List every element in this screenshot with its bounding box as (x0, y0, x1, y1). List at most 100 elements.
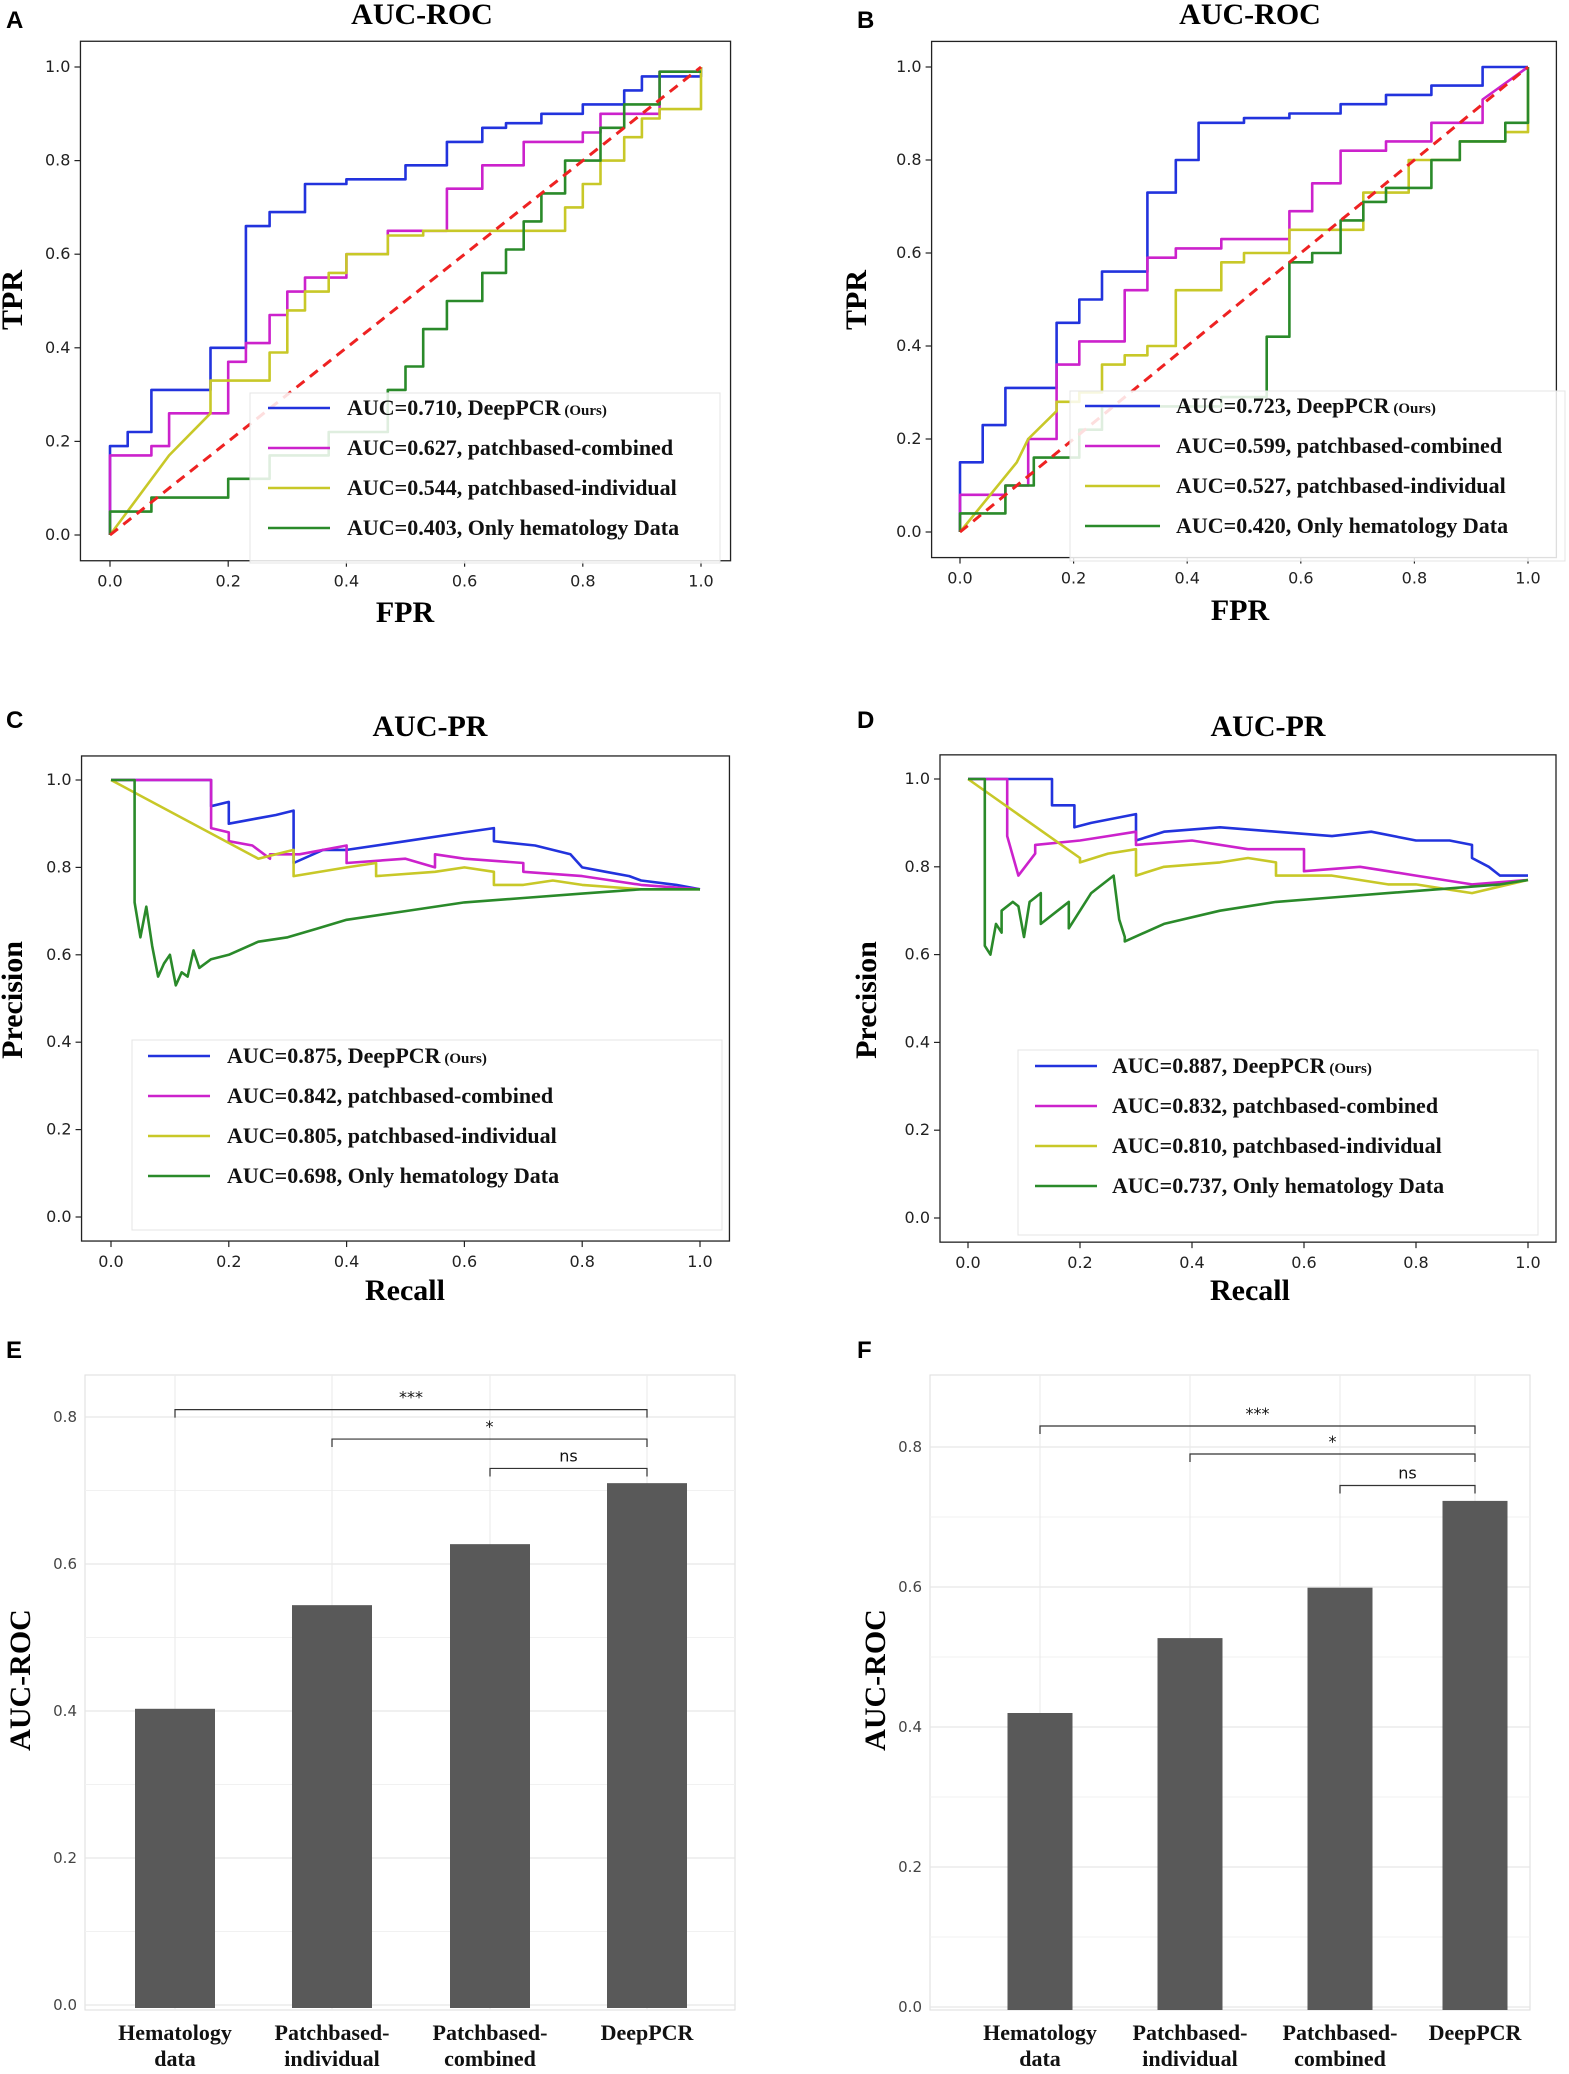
series-line-0 (968, 777, 1528, 877)
chance-diagonal-line (109, 65, 702, 537)
category-label: Patchbased- (1283, 2020, 1398, 2045)
y-tick-label: 0.4 (896, 336, 921, 355)
legend-entry: AUC=0.832, patchbased-combined (1112, 1093, 1438, 1118)
significance-bracket (174, 1409, 648, 1418)
legend-entry: AUC=0.599, patchbased-combined (1176, 433, 1502, 458)
chart-title: AUC-PR (373, 710, 488, 743)
category-label: DeepPCR (601, 2020, 695, 2045)
legend-suffix: (Ours) (441, 1051, 487, 1067)
series-line-0 (111, 778, 701, 891)
x-tick-label: 0.6 (1288, 569, 1313, 588)
significance-bracket (1339, 1484, 1476, 1494)
plot-frame (80, 755, 731, 1242)
y-tick-label: 0.6 (45, 244, 70, 263)
legend-box (1069, 390, 1566, 562)
legend: AUC=0.723, DeepPCR (Ours)AUC=0.599, patc… (1069, 390, 1566, 562)
x-tick-label: 0.2 (216, 1252, 241, 1271)
legend-entry: AUC=0.737, Only hematology Data (1112, 1173, 1444, 1198)
x-tick-label: 0.8 (570, 572, 595, 591)
legend-box (131, 1039, 723, 1231)
x-tick-label: 0.8 (1403, 1253, 1428, 1272)
category-label: Patchbased- (1133, 2020, 1248, 2045)
x-tick-label: 0.0 (97, 572, 122, 591)
y-tick-label: 0.8 (53, 1408, 77, 1426)
category-label: DeepPCR (1429, 2020, 1523, 2045)
series-line-0 (958, 65, 1528, 532)
category-label: individual (1142, 2046, 1237, 2071)
legend-suffix: (Ours) (1326, 1061, 1372, 1077)
legend-entry: AUC=0.842, patchbased-combined (227, 1083, 553, 1108)
x-tick-label: 0.2 (1067, 1253, 1092, 1272)
plot-frame (939, 754, 1557, 1243)
series-line-3 (968, 777, 1529, 956)
panel-b: B AUC-ROC 0.0 0.2 0.4 0.6 0.8 1.0 0.0 0.2 0.4 0.6 0.… (840, 0, 1566, 627)
panel-letter: F (857, 1337, 872, 1364)
bar (292, 1605, 372, 2008)
x-tick-label: 0.4 (1179, 1253, 1204, 1272)
x-axis-label: FPR (1211, 594, 1270, 627)
y-axis-label: TPR (840, 270, 873, 330)
series-line-1 (111, 778, 701, 891)
x-tick-label: 0.0 (955, 1253, 980, 1272)
x-tick-label: 0.4 (1174, 569, 1199, 588)
y-tick-label: 0.8 (45, 151, 70, 170)
x-tick-label: 0.8 (1402, 569, 1427, 588)
series-line-1 (108, 70, 701, 535)
y-tick-label: 0.4 (905, 1032, 930, 1051)
x-tick-label: 1.0 (1515, 1253, 1540, 1272)
x-tick-label: 0.4 (334, 572, 359, 591)
y-tick-label: 0.8 (896, 150, 921, 169)
y-tick-label: 0.4 (898, 1718, 922, 1736)
category-label: combined (1294, 2046, 1386, 2071)
x-axis-label: Recall (1210, 1274, 1290, 1307)
panel-letter: E (6, 1337, 22, 1364)
y-tick-label: 0.2 (898, 1858, 922, 1876)
legend-entry: AUC=0.805, patchbased-individual (227, 1123, 557, 1148)
x-tick-label: 1.0 (1515, 569, 1540, 588)
x-tick-label: 0.4 (334, 1252, 359, 1271)
significance-label: ns (559, 1446, 577, 1465)
y-tick-label: 0.2 (46, 1120, 71, 1139)
panel-letter: A (6, 7, 23, 34)
y-tick-label: 0.6 (898, 1578, 922, 1596)
y-tick-label: 0.0 (905, 1208, 930, 1227)
y-tick-label: 0.0 (45, 525, 70, 544)
y-tick-label: 0.2 (53, 1849, 77, 1867)
significance-label: * (486, 1417, 494, 1436)
category-label: individual (284, 2046, 379, 2071)
y-tick-label: 0.6 (905, 945, 930, 964)
y-tick-label: 0.4 (45, 338, 70, 357)
legend-entry: AUC=0.875, DeepPCR (Ours) (227, 1043, 487, 1068)
legend: AUC=0.875, DeepPCR (Ours) AUC=0.842, patc… (131, 1039, 723, 1231)
significance-label: *** (399, 1388, 423, 1407)
legend-entry: AUC=0.403, Only hematology Data (347, 515, 679, 540)
x-tick-label: 0.8 (569, 1252, 594, 1271)
y-tick-label: 0.8 (46, 857, 71, 876)
y-tick-label: 0.0 (896, 522, 921, 541)
y-tick-label: 0.0 (53, 1996, 77, 2014)
y-tick-label: 1.0 (896, 57, 921, 76)
x-tick-label: 1.0 (688, 572, 713, 591)
y-tick-label: 0.6 (46, 945, 71, 964)
x-tick-label: 0.6 (1291, 1253, 1316, 1272)
legend-entry: AUC=0.698, Only hematology Data (227, 1163, 559, 1188)
category-label: Patchbased- (433, 2020, 548, 2045)
legend-entry: AUC=0.544, patchbased-individual (347, 475, 677, 500)
category-label: Hematology (983, 2020, 1097, 2045)
x-tick-label: 0.2 (1061, 569, 1086, 588)
legend-entry: AUC=0.527, patchbased-individual (1176, 473, 1506, 498)
chance-diagonal-line (959, 65, 1529, 534)
y-tick-label: 0.2 (905, 1120, 930, 1139)
y-tick-label: 0.2 (896, 429, 921, 448)
significance-label: *** (1246, 1404, 1270, 1423)
y-tick-label: 0.0 (46, 1207, 71, 1226)
y-tick-label: 0.8 (898, 1438, 922, 1456)
y-tick-label: 0.6 (896, 243, 921, 262)
category-label: Hematology (118, 2020, 232, 2045)
series-line-0 (108, 67, 703, 535)
y-axis-label: AUC-ROC (4, 1609, 37, 1751)
legend-box (1017, 1049, 1539, 1236)
